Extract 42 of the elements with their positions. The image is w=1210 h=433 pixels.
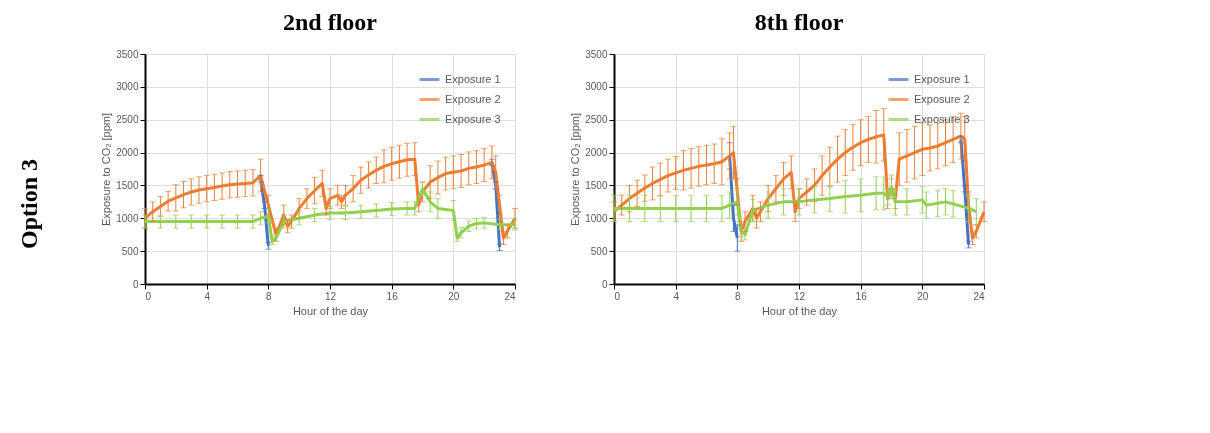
legend-label: Exposure 2 — [914, 92, 970, 105]
x-tick-label: 12 — [324, 290, 337, 302]
x-tick-label: 4 — [673, 290, 680, 302]
x-tick-label: 20 — [917, 290, 929, 302]
legend-label: Exposure 3 — [445, 112, 501, 125]
y-tick-label: 3000 — [585, 81, 608, 93]
y-tick-label: 1000 — [585, 212, 608, 224]
x-tick-label: 24 — [504, 290, 516, 302]
x-tick-label: 20 — [448, 290, 460, 302]
legend-label: Exposure 1 — [914, 72, 970, 85]
text: Option 3 — [16, 158, 42, 250]
x-tick-label: 0 — [145, 290, 152, 302]
y-tick-label: 2500 — [116, 114, 139, 126]
x-tick-label: 8 — [266, 290, 273, 302]
y-tick-label: 500 — [590, 245, 608, 257]
y-tick-label: 0 — [601, 278, 608, 290]
x-tick-label: 24 — [973, 290, 985, 302]
legend-label: Exposure 2 — [445, 92, 501, 105]
y-tick-label: 0 — [132, 278, 139, 290]
y-tick-label: 1500 — [585, 179, 608, 191]
y-tick-label: 3500 — [585, 48, 608, 60]
x-tick-label: 16 — [855, 290, 868, 302]
y-tick-label: 1000 — [116, 212, 139, 224]
x-tick-label: 0 — [614, 290, 621, 302]
y-tick-label: 500 — [121, 245, 139, 257]
chart-title: 8th floor — [754, 9, 844, 35]
y-tick-label: 2500 — [585, 114, 608, 126]
y-tick-label: 3000 — [116, 81, 139, 93]
y-tick-label: 2000 — [116, 147, 139, 159]
y-tick-label: 3500 — [116, 48, 139, 60]
x-axis-title: Hour of the day — [761, 304, 838, 317]
y-tick-label: 2000 — [585, 147, 608, 159]
y-tick-label: 1500 — [116, 179, 139, 191]
chart-title: 2nd floor — [282, 9, 378, 35]
x-tick-label: 12 — [793, 290, 806, 302]
legend-label: Exposure 1 — [445, 72, 501, 85]
x-tick-label: 16 — [386, 290, 399, 302]
x-axis-title: Hour of the day — [292, 304, 369, 317]
x-tick-label: 8 — [735, 290, 742, 302]
x-tick-label: 4 — [204, 290, 211, 302]
y-axis-title: Exposure to CO₂ [ppm] — [100, 112, 113, 227]
y-axis-title: Exposure to CO₂ [ppm] — [569, 112, 582, 227]
